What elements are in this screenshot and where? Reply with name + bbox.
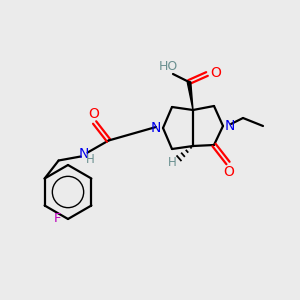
Text: F: F bbox=[53, 212, 61, 226]
Polygon shape bbox=[187, 82, 193, 110]
Text: N: N bbox=[225, 119, 235, 133]
Text: N: N bbox=[78, 148, 89, 161]
Text: HO: HO bbox=[158, 59, 178, 73]
Text: H: H bbox=[86, 153, 95, 166]
Text: H: H bbox=[168, 157, 176, 169]
Text: O: O bbox=[211, 66, 221, 80]
Text: O: O bbox=[224, 165, 234, 179]
Text: O: O bbox=[88, 106, 99, 121]
Text: N: N bbox=[151, 121, 161, 135]
